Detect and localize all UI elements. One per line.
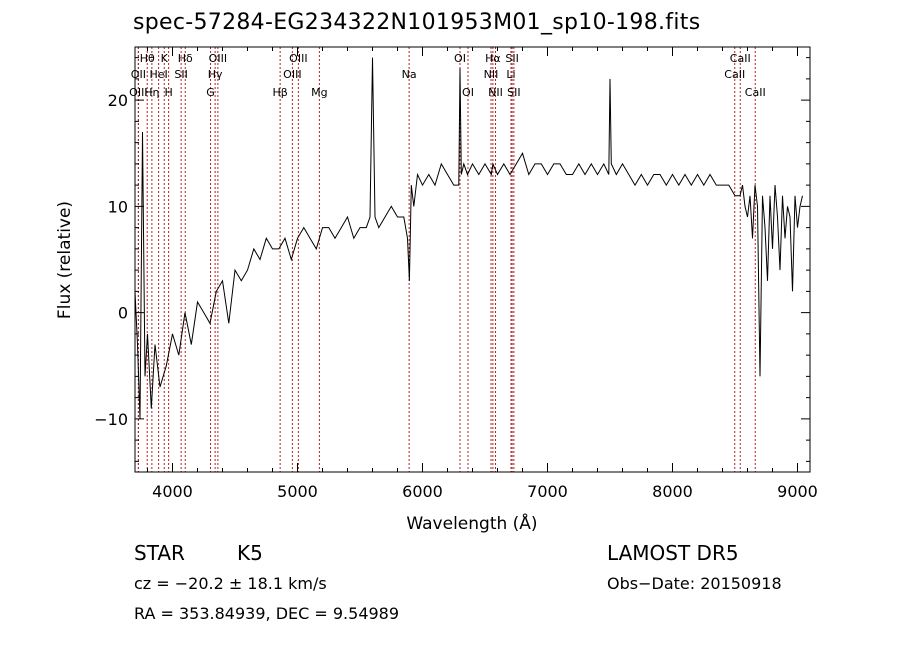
line-label: OIII: [283, 68, 301, 81]
line-label: HeI: [149, 68, 167, 81]
y-tick-label: 20: [108, 91, 128, 110]
line-label: SII: [505, 52, 518, 65]
emission-line-markers: [137, 47, 756, 472]
line-label: OIII: [129, 86, 147, 99]
object-subclass: K5: [237, 541, 263, 565]
obs-date: Obs−Date: 20150918: [607, 574, 782, 593]
line-label: OIII: [289, 52, 307, 65]
line-label: CaII: [745, 86, 766, 99]
y-axis-ticks: −10 0 10 20: [94, 57, 810, 462]
coordinates: RA = 353.84939, DEC = 9.54989: [134, 604, 400, 623]
x-tick-label: 7000: [527, 482, 568, 501]
x-tick-label: 6000: [402, 482, 443, 501]
x-axis-label: Wavelength (Å): [406, 512, 537, 534]
survey-name: LAMOST DR5: [607, 541, 739, 565]
object-class: STAR: [134, 541, 185, 565]
line-label: CaII: [730, 52, 751, 65]
line-label: Na: [402, 68, 417, 81]
line-label: Hα: [485, 52, 501, 65]
line-label: SII: [174, 68, 187, 81]
y-axis-label: Flux (relative): [55, 201, 75, 319]
x-tick-label: 8000: [652, 482, 693, 501]
spectrum-line: [134, 57, 803, 419]
line-label: SII: [507, 86, 520, 99]
line-label: NII: [484, 68, 499, 81]
line-label: Hγ: [208, 68, 223, 81]
line-label: K: [161, 52, 169, 65]
line-label: Hθ: [140, 52, 155, 65]
y-tick-label: 10: [108, 197, 128, 216]
line-label: G: [206, 86, 215, 99]
x-axis-ticks: 4000 5000 6000 7000 8000 9000: [147, 47, 818, 501]
y-tick-label: 0: [118, 304, 128, 323]
line-label: H: [164, 86, 172, 99]
line-label: OIII: [209, 52, 227, 65]
y-tick-label: −10: [94, 410, 128, 429]
line-label: Li: [506, 68, 515, 81]
redshift-text: cz = −20.2 ± 18.1 km/s: [134, 574, 327, 593]
line-label: CaII: [724, 68, 745, 81]
line-label: Hη: [144, 86, 159, 99]
chart-title: spec-57284-EG234322N101953M01_sp10-198.f…: [133, 10, 701, 35]
line-label: OI: [462, 86, 474, 99]
x-tick-label: 5000: [277, 482, 318, 501]
plot-frame: [134, 46, 811, 473]
line-label: Hδ: [178, 52, 193, 65]
x-tick-label: 4000: [152, 482, 193, 501]
line-label: NII: [488, 86, 503, 99]
line-label: Mg: [311, 86, 327, 99]
x-tick-label: 9000: [777, 482, 818, 501]
line-label: Hβ: [272, 86, 287, 99]
line-label: OI: [454, 52, 466, 65]
